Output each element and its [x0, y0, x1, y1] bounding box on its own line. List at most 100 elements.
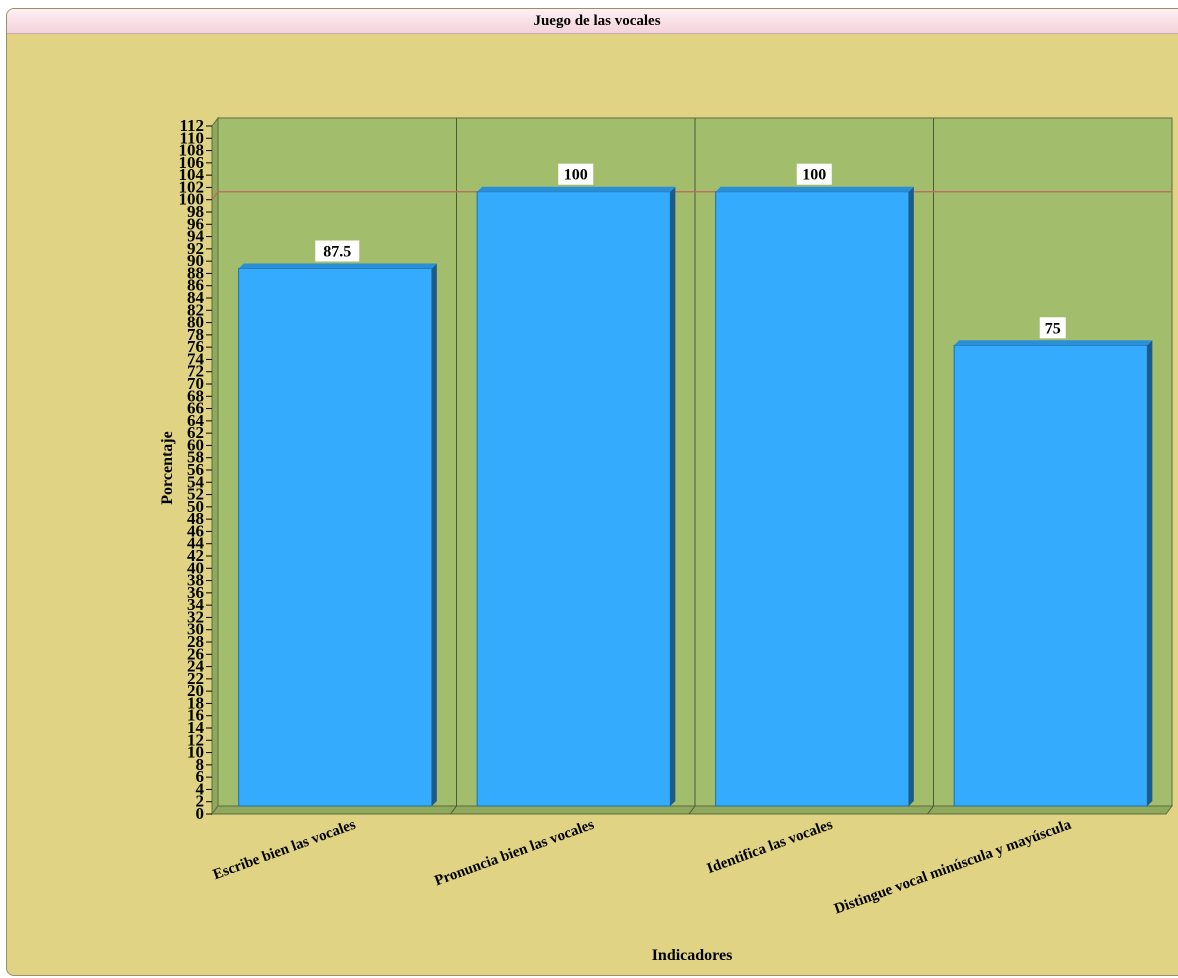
bar-top [477, 186, 676, 192]
bar-side [431, 263, 437, 806]
data-labels: 87.5 100 100 75 [315, 163, 1066, 339]
y-tick-label: 92 [187, 239, 204, 258]
y-tick-label: 24 [187, 657, 205, 676]
y-tick-label: 14 [187, 718, 205, 737]
y-tick-label: 62 [187, 423, 204, 442]
y-tick-label: 18 [187, 693, 204, 712]
x-axis-categories: Escribe bien las vocales Pronuncia bien l… [211, 817, 1074, 918]
y-tick-label: 66 [187, 399, 204, 418]
data-label-box [558, 163, 594, 185]
x-category-label: Pronuncia bien las vocales [433, 817, 597, 890]
data-label-value: 87.5 [323, 244, 351, 261]
y-tick-label: 0 [196, 804, 205, 823]
data-label: 75 [1039, 317, 1066, 339]
y-tick-label: 48 [187, 509, 204, 528]
bar-face [476, 191, 671, 807]
bar-top [715, 186, 914, 192]
chart-title: Juego de las vocales [7, 9, 1178, 34]
category-divider-floor [450, 805, 457, 815]
y-tick-label: 36 [187, 583, 204, 602]
x-category-label: Distingue vocal minúscula y mayúscula [832, 817, 1074, 918]
x-axis-title: Indicadores [652, 947, 733, 964]
y-tick-label: 74 [187, 349, 205, 368]
y-tick-label: 94 [187, 227, 205, 246]
y-tick-label: 16 [187, 706, 204, 725]
y-tick-label: 110 [179, 128, 204, 147]
y-tick-label: 102 [179, 177, 205, 196]
y-tick-label: 98 [187, 202, 204, 221]
bar [238, 263, 437, 807]
data-label-value: 75 [1045, 320, 1061, 337]
x-category-label: Identifica las vocales [705, 817, 835, 877]
y-tick-label: 56 [187, 460, 204, 479]
y-tick-label: 50 [187, 497, 204, 516]
data-label-box [315, 240, 360, 262]
bar-face [715, 191, 910, 807]
y-tick-label: 96 [187, 214, 204, 233]
y-tick-label: 38 [187, 571, 204, 590]
bar-top [954, 340, 1153, 346]
data-label: 100 [796, 163, 832, 185]
data-label-box [1039, 317, 1066, 339]
data-label-box [796, 163, 832, 185]
y-tick-label: 54 [187, 472, 205, 491]
y-tick-label: 34 [187, 595, 205, 614]
y-tick-label: 2 [196, 792, 205, 811]
data-label-value: 100 [802, 167, 826, 184]
y-tick-label: 70 [187, 374, 204, 393]
x-category-label: Escribe bien las vocales [211, 817, 358, 884]
y-axis-title: Porcentaje [159, 431, 176, 504]
y-tick-label: 106 [179, 153, 205, 172]
y-tick-label: 72 [187, 362, 204, 381]
bar-side [670, 186, 676, 806]
y-tick-label: 26 [187, 644, 204, 663]
bar-face [238, 268, 433, 807]
y-tick-label: 10 [187, 743, 204, 762]
bar [953, 340, 1153, 807]
y-tick-label: 68 [187, 386, 204, 405]
y-tick-label: 8 [196, 755, 205, 774]
y-tick-label: 20 [187, 681, 204, 700]
category-divider-floor [688, 805, 696, 815]
bar-top [238, 263, 437, 269]
y-axis-ticks: 0246810121416182022242628303234363840424… [179, 116, 212, 823]
y-tick-label: 104 [179, 165, 205, 184]
y-tick-label: 12 [187, 730, 204, 749]
y-tick-label: 76 [187, 337, 204, 356]
y-tick-label: 60 [187, 435, 204, 454]
y-tick-label: 88 [187, 263, 204, 282]
bar-side [908, 186, 914, 806]
data-label: 87.5 [315, 240, 360, 262]
y-tick-label: 108 [179, 141, 205, 160]
bar-side [1147, 340, 1153, 806]
y-tick-label: 64 [187, 411, 205, 430]
y-tick-label: 100 [179, 190, 205, 209]
y-tick-label: 78 [187, 325, 204, 344]
y-tick-label: 58 [187, 448, 204, 467]
y-tick-label: 4 [196, 779, 205, 798]
data-label: 100 [558, 163, 594, 185]
bars-group [238, 186, 1153, 807]
y-tick-label: 22 [187, 669, 204, 688]
y-tick-label: 46 [187, 521, 204, 540]
y-tick-label: 32 [187, 607, 204, 626]
reference-line-depth [211, 191, 219, 201]
y-tick-label: 44 [187, 534, 205, 553]
reference-line-group [211, 191, 1172, 201]
y-tick-label: 82 [187, 300, 204, 319]
y-tick-label: 90 [187, 251, 204, 270]
y-tick-label: 42 [187, 546, 204, 565]
plot-left-wall [211, 116, 219, 816]
y-tick-label: 86 [187, 276, 204, 295]
y-tick-label: 52 [187, 485, 204, 504]
bar-face [953, 344, 1148, 807]
y-tick-label: 84 [187, 288, 205, 307]
y-tick-label: 30 [187, 620, 204, 639]
data-label-value: 100 [564, 167, 588, 184]
category-divider-floor [927, 805, 934, 815]
bar [476, 186, 676, 807]
bar [715, 186, 914, 807]
y-tick-label: 112 [179, 116, 204, 135]
y-tick-label: 80 [187, 313, 204, 332]
